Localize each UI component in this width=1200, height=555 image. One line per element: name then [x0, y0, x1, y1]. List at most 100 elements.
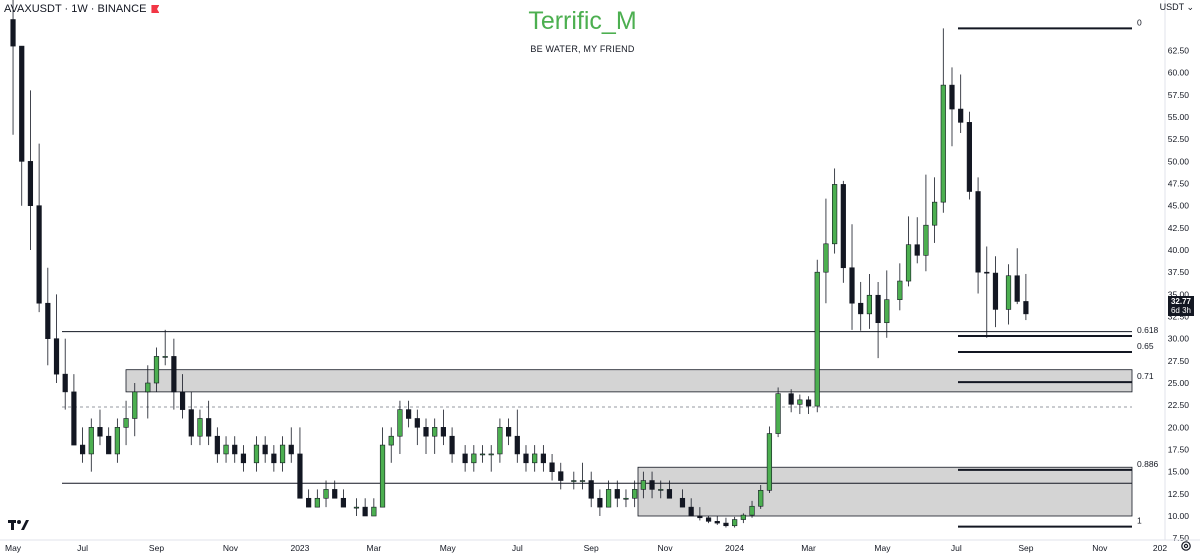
candle-body [832, 184, 838, 245]
candle-body [106, 435, 112, 455]
candle-body [966, 122, 972, 192]
currency-select[interactable]: USDT ⌄ [1159, 2, 1194, 12]
price-axis-tick: 27.50 [1168, 356, 1190, 366]
candle-body [332, 489, 338, 499]
price-axis-tick: 17.50 [1168, 445, 1190, 455]
price-axis-tick: 10.00 [1168, 511, 1190, 521]
candle-body [897, 280, 903, 300]
brand-tagline: BE WATER, MY FRIEND [530, 44, 635, 54]
price-axis-tick: 37.50 [1168, 267, 1190, 277]
candle-body [749, 505, 755, 516]
fib-level-label: 0 [1137, 17, 1142, 27]
time-axis-tick: Nov [223, 543, 239, 553]
candle-body [297, 453, 303, 499]
time-axis-tick: May [5, 543, 22, 553]
candle-body [132, 391, 138, 419]
candle-body [240, 453, 247, 464]
candle-body [788, 393, 794, 405]
candle-body [658, 489, 664, 491]
symbol-label[interactable]: AVAXUSDT · 1W · BINANCE [4, 3, 147, 15]
symbol-header: AVAXUSDT · 1W · BINANCE [4, 2, 160, 16]
candle-body [732, 519, 738, 527]
price-axis-tick: 12.50 [1168, 489, 1190, 499]
price-axis-tick: 45.00 [1168, 201, 1190, 211]
price-axis-tick: 50.00 [1168, 156, 1190, 166]
time-axis-tick: Jul [512, 543, 523, 553]
candle-body [740, 514, 746, 520]
fib-level-label: 0.886 [1137, 459, 1159, 469]
candle-body [232, 444, 238, 455]
price-axis-tick: 62.50 [1168, 46, 1190, 56]
candle-body [440, 427, 446, 437]
time-axis-tick: Mar [367, 543, 382, 553]
candle-body [53, 338, 60, 375]
price-axis-tick: 47.50 [1168, 179, 1190, 189]
price-axis-tick: 52.50 [1168, 134, 1190, 144]
time-axis-tick: Mar [801, 543, 816, 553]
candle-body [340, 497, 347, 508]
candle-body [632, 489, 638, 499]
time-axis-tick: 202 [1153, 543, 1167, 553]
time-axis-tick: Sep [584, 543, 599, 553]
time-axis-tick: Sep [1018, 543, 1033, 553]
brand-watermark: Terrific_M [528, 7, 637, 35]
tradingview-logo-icon[interactable] [8, 518, 30, 532]
candle-body [571, 480, 577, 482]
fib-level-label: 0.65 [1137, 341, 1154, 351]
candle-body [949, 84, 955, 110]
candle-body [975, 191, 981, 273]
candle-body [992, 272, 999, 310]
candle-body [471, 453, 477, 464]
price-axis-tick: 42.50 [1168, 223, 1190, 233]
candle-body [688, 506, 694, 517]
candle-body [532, 453, 538, 464]
candle-body [705, 517, 712, 522]
candle-body [97, 427, 103, 437]
candle-body [679, 497, 686, 508]
red-flag-icon[interactable] [151, 5, 160, 13]
price-axis-tick: 60.00 [1168, 68, 1190, 78]
price-axis-tick: 25.00 [1168, 378, 1190, 388]
candle-body [1005, 275, 1012, 310]
candle-body [514, 435, 520, 455]
candle-body [840, 184, 846, 269]
candle-body [145, 382, 151, 393]
candle-body [497, 427, 503, 455]
candle-body [171, 356, 177, 393]
candle-body [123, 418, 129, 428]
candle-body [197, 418, 203, 437]
candle-body [714, 521, 720, 524]
candle-body [540, 453, 546, 464]
candle-body [414, 418, 420, 428]
time-axis-tick: Nov [1092, 543, 1108, 553]
candle-body [353, 506, 360, 509]
candle-body [379, 444, 386, 508]
candle-body [206, 418, 212, 437]
candle-body [71, 391, 77, 446]
candle-body [362, 506, 368, 517]
candle-body [506, 427, 512, 437]
candle-body [1014, 275, 1020, 302]
price-axis-tick: 32.50 [1168, 312, 1190, 322]
candle-body [153, 356, 160, 384]
candle-body [697, 515, 703, 519]
candle-body [666, 489, 673, 499]
candle-body [940, 84, 946, 203]
candle-body [388, 435, 394, 446]
candle-body [932, 201, 938, 226]
bar-countdown: 6d 3h [1170, 306, 1192, 315]
candle-body [1023, 301, 1029, 315]
price-axis-tick: 15.00 [1168, 467, 1190, 477]
candle-body [323, 489, 329, 499]
current-price-badge: 32.77 6d 3h [1168, 296, 1194, 316]
candle-body [523, 453, 529, 464]
candle-body [223, 444, 229, 455]
candle-body [27, 161, 34, 206]
candle-body [406, 409, 412, 419]
price-axis-tick: 22.50 [1168, 400, 1190, 410]
gear-icon[interactable] [1180, 540, 1192, 552]
price-axis-tick: 7.50 [1172, 533, 1189, 543]
candle-body [314, 497, 320, 508]
candle-body [766, 433, 773, 491]
